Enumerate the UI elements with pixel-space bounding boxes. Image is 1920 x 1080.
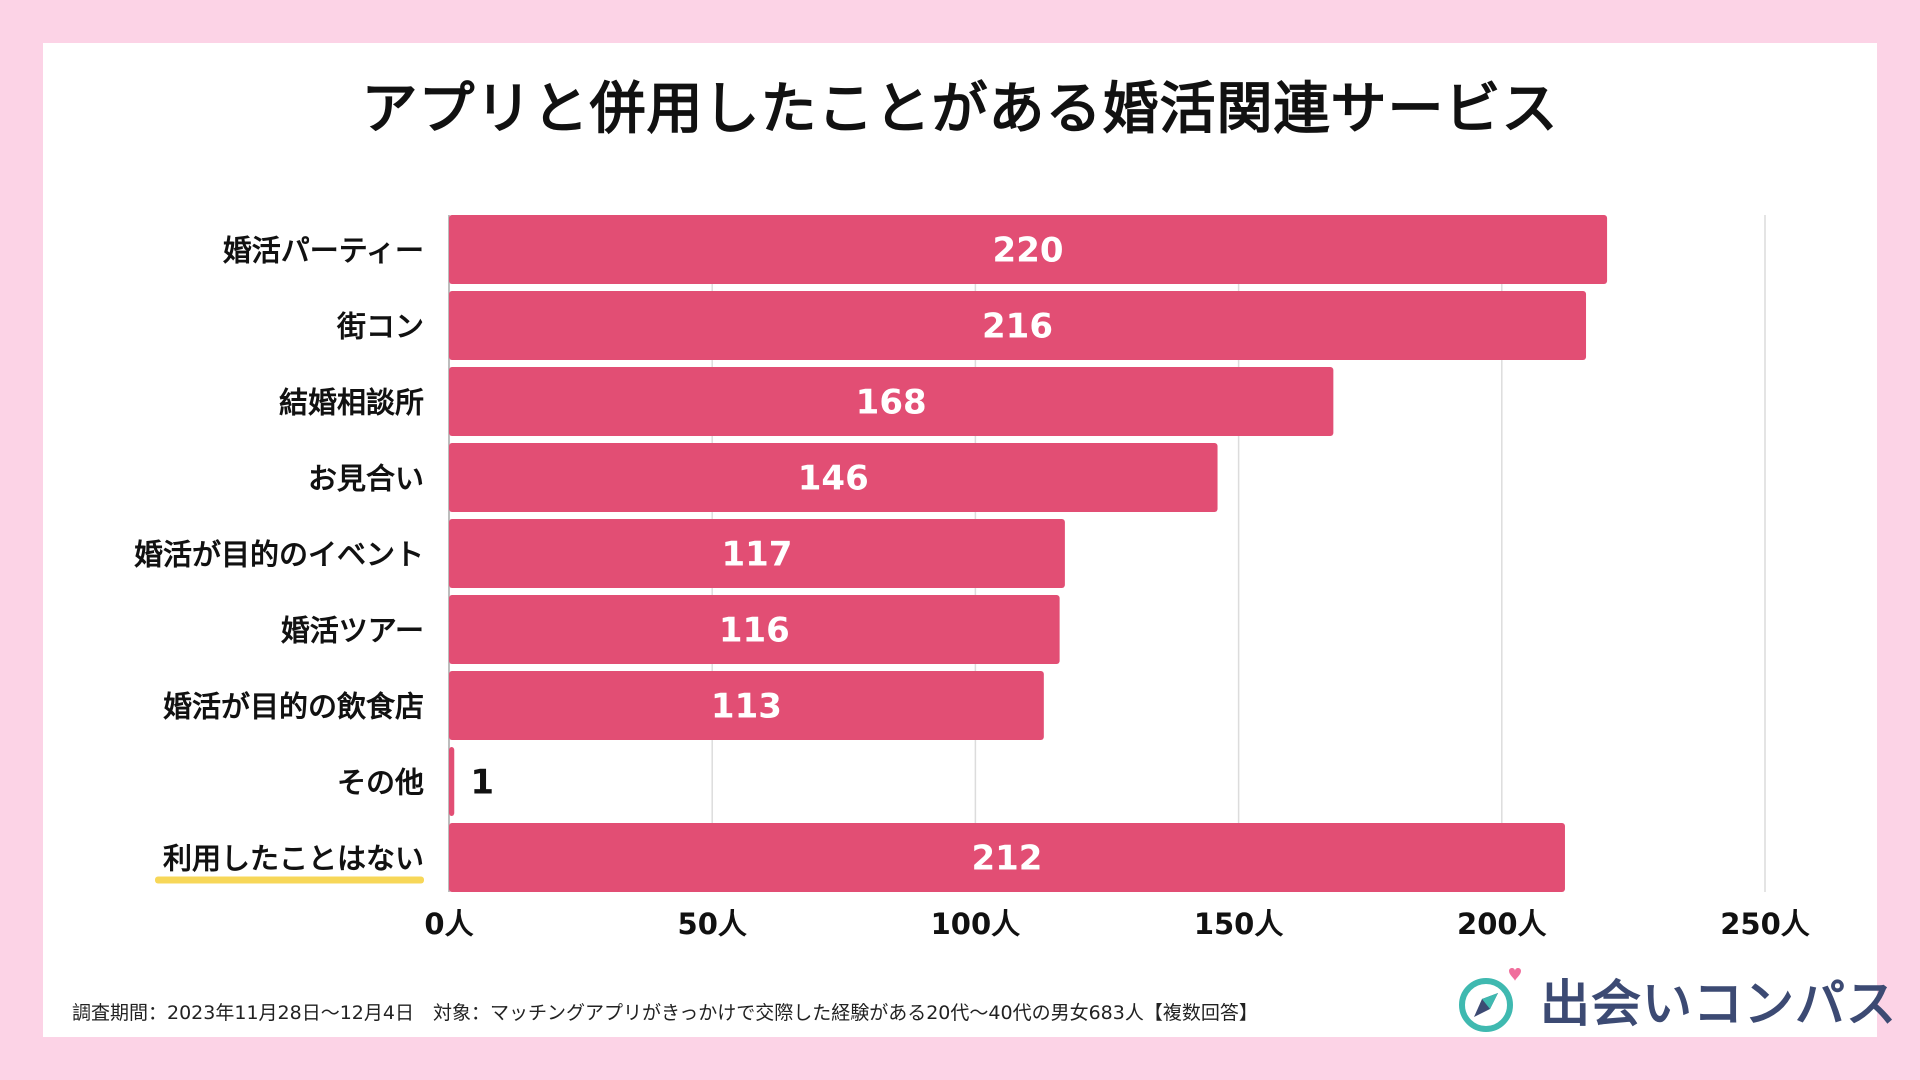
value-label: 116 xyxy=(719,611,790,651)
x-tick-label: 250人 xyxy=(1720,907,1810,941)
category-label: 利用したことはない xyxy=(163,842,424,876)
value-label: 1 xyxy=(470,763,494,803)
chart-title: アプリと併用したことがある婚活関連サービス xyxy=(361,77,1559,142)
bar xyxy=(449,595,1060,664)
category-label: 婚活が目的の飲食店 xyxy=(163,690,424,724)
category-label: お見合い xyxy=(308,462,424,496)
value-label: 216 xyxy=(982,307,1053,347)
value-label: 113 xyxy=(711,687,782,727)
category-label: 街コン xyxy=(336,310,424,344)
x-tick-label: 50人 xyxy=(678,907,747,941)
bar xyxy=(449,519,1065,588)
value-label: 168 xyxy=(856,383,927,423)
x-tick-label: 100人 xyxy=(931,907,1021,941)
x-tick-label: 0人 xyxy=(424,907,473,941)
bar xyxy=(449,747,455,816)
value-label: 146 xyxy=(798,459,869,499)
highlight-underline xyxy=(155,876,424,884)
category-label: 婚活パーティー xyxy=(223,234,424,268)
footnote: 調査期間：2023年11月28日〜12月4日 対象：マッチングアプリがきっかけで… xyxy=(72,1002,1258,1024)
value-label: 117 xyxy=(721,535,792,575)
bar xyxy=(449,443,1218,512)
x-tick-labels: 0人 50人 100人 150人 200人 250人 xyxy=(424,907,1809,941)
category-label: その他 xyxy=(337,766,424,800)
category-label: 婚活が目的のイベント xyxy=(134,538,424,572)
category-label: 婚活ツアー xyxy=(281,614,424,648)
bar xyxy=(449,215,1608,284)
category-label: 結婚相談所 xyxy=(279,386,424,420)
category-labels: 婚活パーティー街コン結婚相談所お見合い婚活が目的のイベント婚活ツアー婚活が目的の… xyxy=(134,234,424,884)
value-label: 220 xyxy=(993,231,1064,271)
brand-logo: 出会いコンパス xyxy=(1452,962,1897,1038)
bar xyxy=(449,823,1565,892)
bar xyxy=(449,367,1334,436)
bar xyxy=(449,671,1044,740)
x-tick-label: 200人 xyxy=(1457,907,1547,941)
x-tick-label: 150人 xyxy=(1194,907,1284,941)
value-label: 212 xyxy=(971,839,1042,879)
bar xyxy=(449,291,1587,360)
brand-name: 出会いコンパス xyxy=(1540,975,1897,1033)
compass-heart-icon xyxy=(1459,968,1521,1032)
